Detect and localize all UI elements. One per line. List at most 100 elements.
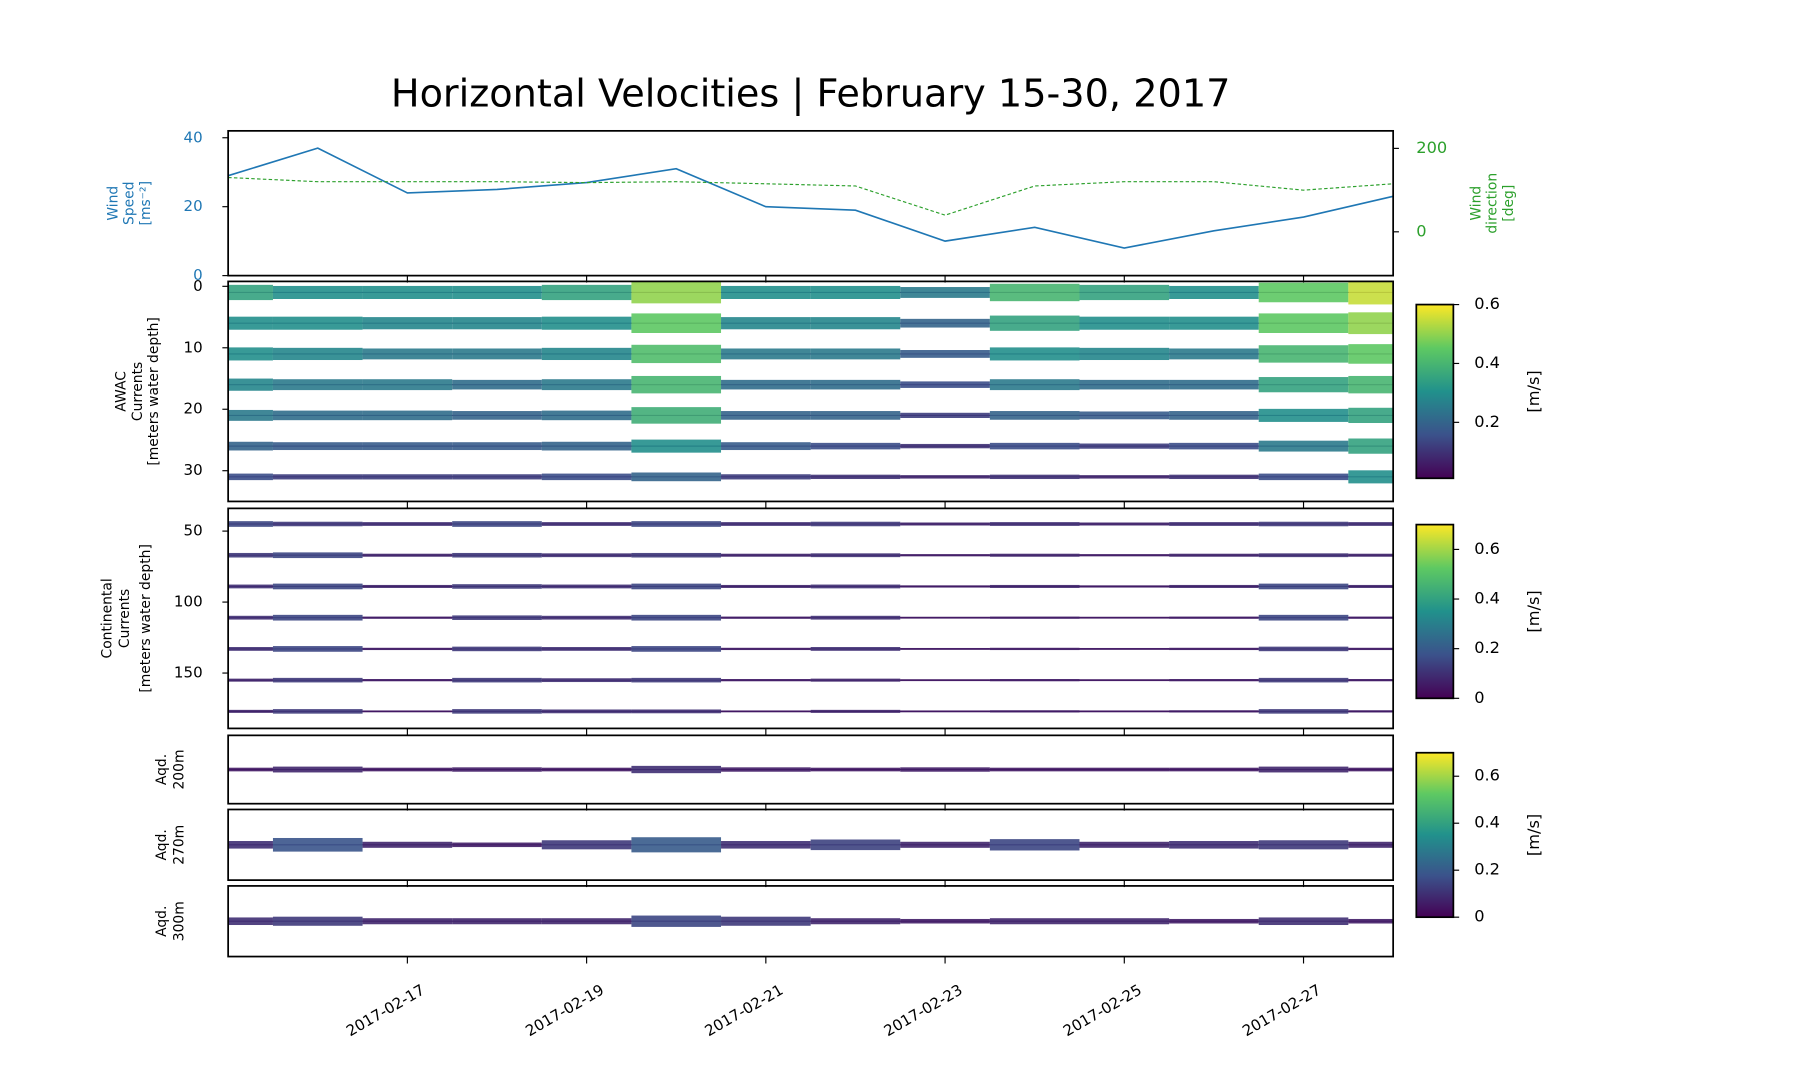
velocity-cell xyxy=(272,442,363,451)
velocity-cell xyxy=(1169,767,1259,772)
velocity-cell xyxy=(272,285,363,300)
velocity-cell xyxy=(541,473,632,481)
velocity-cell xyxy=(541,410,632,421)
y-axis-label: Currents xyxy=(117,589,133,648)
velocity-cell xyxy=(1169,679,1259,682)
y-tick-label: 20 xyxy=(184,400,203,418)
velocity-cell xyxy=(541,840,632,850)
velocity-cell xyxy=(541,584,632,589)
velocity-cell xyxy=(272,837,363,852)
velocity-cell xyxy=(989,315,1080,331)
velocity-cell xyxy=(362,710,453,713)
colorbar-tick-label: 0.6 xyxy=(1474,766,1500,785)
velocity-cell xyxy=(452,285,542,300)
velocity-cell xyxy=(362,410,453,421)
velocity-cell xyxy=(452,521,542,527)
velocity-cell xyxy=(272,709,363,714)
velocity-cell xyxy=(989,918,1080,925)
velocity-cell xyxy=(1079,585,1170,588)
velocity-cell xyxy=(228,917,273,926)
velocity-cell xyxy=(228,709,273,713)
chart-title: Horizontal Velocities | February 15-30, … xyxy=(391,73,1231,117)
velocity-cell xyxy=(900,381,990,388)
velocity-cell xyxy=(362,918,453,925)
velocity-cell xyxy=(631,375,722,394)
velocity-cell xyxy=(810,379,901,390)
y-axis-label: [ms⁻²] xyxy=(138,181,154,225)
x-tick-label: 2017-02-23 xyxy=(881,981,966,1040)
colorbar xyxy=(1415,751,1455,919)
velocity-cell xyxy=(1258,313,1349,333)
velocity-cell xyxy=(721,442,811,451)
velocity-cell xyxy=(1169,285,1259,300)
velocity-cell xyxy=(1348,470,1394,484)
y-axis-label: Aqd. xyxy=(154,754,170,785)
y-tick-label: 0 xyxy=(193,266,203,284)
velocity-cell xyxy=(810,647,901,651)
velocity-cell xyxy=(1079,411,1170,420)
velocity-cell xyxy=(1169,474,1259,480)
colorbar-tick-label: 0.2 xyxy=(1474,412,1500,431)
velocity-cell xyxy=(452,767,542,772)
velocity-cell xyxy=(452,348,542,360)
velocity-cell xyxy=(721,317,811,330)
velocity-cell xyxy=(810,553,901,558)
colorbar-tick-label: 0.4 xyxy=(1474,589,1500,608)
velocity-cell xyxy=(1348,553,1394,557)
velocity-cell xyxy=(541,918,632,925)
velocity-cell xyxy=(631,344,722,364)
velocity-cell xyxy=(452,474,542,480)
velocity-cell xyxy=(541,553,632,558)
velocity-cell xyxy=(721,767,811,772)
velocity-cell xyxy=(1079,379,1170,390)
velocity-cell xyxy=(1348,616,1394,619)
velocity-cell xyxy=(1079,710,1170,713)
velocity-cell xyxy=(989,584,1080,588)
colorbar-tick-label: 0.6 xyxy=(1474,294,1500,313)
velocity-cell xyxy=(1348,841,1394,848)
velocity-cell xyxy=(900,841,990,848)
velocity-cell xyxy=(810,678,901,682)
velocity-cell xyxy=(1079,443,1170,449)
velocity-cell xyxy=(900,412,990,419)
axes-frame xyxy=(227,280,1395,503)
y-axis-label: [meters water depth] xyxy=(146,317,162,466)
velocity-cell xyxy=(1348,375,1394,394)
velocity-cell xyxy=(362,767,453,772)
velocity-cell xyxy=(1258,840,1349,850)
velocity-cell xyxy=(1169,553,1259,557)
velocity-cell xyxy=(1258,646,1349,652)
velocity-cell xyxy=(541,316,632,330)
velocity-cell xyxy=(228,347,273,361)
velocity-cell xyxy=(228,767,273,772)
velocity-cell xyxy=(1169,616,1259,619)
y-axis-label: Continental xyxy=(100,578,116,658)
velocity-cell xyxy=(362,379,453,391)
velocity-cell xyxy=(1079,679,1170,682)
y-tick-label: 100 xyxy=(174,593,203,611)
velocity-cell xyxy=(1169,710,1259,713)
velocity-cell xyxy=(631,646,722,652)
velocity-cell xyxy=(1258,408,1349,422)
y-axis-label: 270m xyxy=(172,825,188,865)
velocity-cell xyxy=(989,442,1080,450)
y2-axis-label: [deg] xyxy=(1501,185,1517,222)
colorbar xyxy=(1415,303,1455,480)
velocity-cell xyxy=(362,522,453,526)
velocity-cell xyxy=(1348,312,1394,335)
velocity-cell xyxy=(1258,553,1349,558)
velocity-cell xyxy=(721,474,811,480)
velocity-cell xyxy=(272,552,363,559)
axes-frame xyxy=(227,885,1395,958)
velocity-cell xyxy=(631,521,722,527)
velocity-cell xyxy=(228,678,273,682)
velocity-cell xyxy=(1169,348,1259,360)
velocity-cell xyxy=(1169,841,1259,849)
velocity-cell xyxy=(989,411,1080,420)
velocity-cell xyxy=(810,918,901,925)
velocity-cell xyxy=(228,316,273,330)
velocity-cell xyxy=(1348,280,1394,305)
velocity-cell xyxy=(541,379,632,391)
y-axis-label: Speed xyxy=(122,181,138,225)
velocity-cell xyxy=(721,916,811,926)
